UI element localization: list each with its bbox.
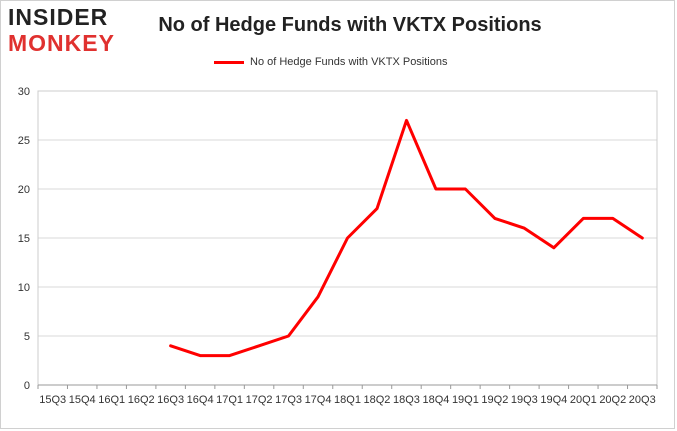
chart-title: No of Hedge Funds with VKTX Positions xyxy=(158,14,542,36)
x-tick-label-16Q3: 16Q3 xyxy=(157,394,184,406)
x-tick-label-20Q2: 20Q2 xyxy=(599,394,626,406)
y-tick-label-10: 10 xyxy=(18,282,30,294)
x-tick-label-17Q2: 17Q2 xyxy=(246,394,273,406)
y-tick-label-5: 5 xyxy=(24,331,30,343)
x-tick-label-19Q2: 19Q2 xyxy=(481,394,508,406)
x-tick-label-18Q3: 18Q3 xyxy=(393,394,420,406)
x-tick-label-19Q1: 19Q1 xyxy=(452,394,479,406)
x-tick-label-20Q1: 20Q1 xyxy=(570,394,597,406)
x-tick-label-16Q2: 16Q2 xyxy=(128,394,155,406)
x-tick-label-19Q4: 19Q4 xyxy=(540,394,567,406)
y-tick-label-30: 30 xyxy=(18,86,30,98)
legend-swatch xyxy=(214,60,244,64)
logo-line-2: MONKEY xyxy=(8,30,115,56)
y-tick-label-25: 25 xyxy=(18,135,30,147)
logo-line-1: INSIDER xyxy=(8,4,109,30)
x-tick-label-17Q1: 17Q1 xyxy=(216,394,243,406)
legend-label: No of Hedge Funds with VKTX Positions xyxy=(250,56,448,68)
x-tick-label-16Q4: 16Q4 xyxy=(187,394,214,406)
x-tick-label-18Q1: 18Q1 xyxy=(334,394,361,406)
x-tick-label-20Q3: 20Q3 xyxy=(629,394,656,406)
y-tick-label-15: 15 xyxy=(18,233,30,245)
x-tick-label-16Q1: 16Q1 xyxy=(98,394,125,406)
insider-monkey-logo: INSIDER MONKEY xyxy=(8,6,126,58)
x-tick-label-18Q4: 18Q4 xyxy=(422,394,449,406)
x-tick-label-19Q3: 19Q3 xyxy=(511,394,538,406)
x-tick-label-17Q4: 17Q4 xyxy=(305,394,332,406)
x-tick-label-17Q3: 17Q3 xyxy=(275,394,302,406)
x-tick-label-15Q4: 15Q4 xyxy=(69,394,96,406)
x-tick-label-15Q3: 15Q3 xyxy=(39,394,66,406)
y-tick-label-20: 20 xyxy=(18,184,30,196)
y-tick-label-0: 0 xyxy=(24,380,30,392)
x-tick-label-18Q2: 18Q2 xyxy=(364,394,391,406)
chart-legend: No of Hedge Funds with VKTX Positions xyxy=(214,54,447,70)
